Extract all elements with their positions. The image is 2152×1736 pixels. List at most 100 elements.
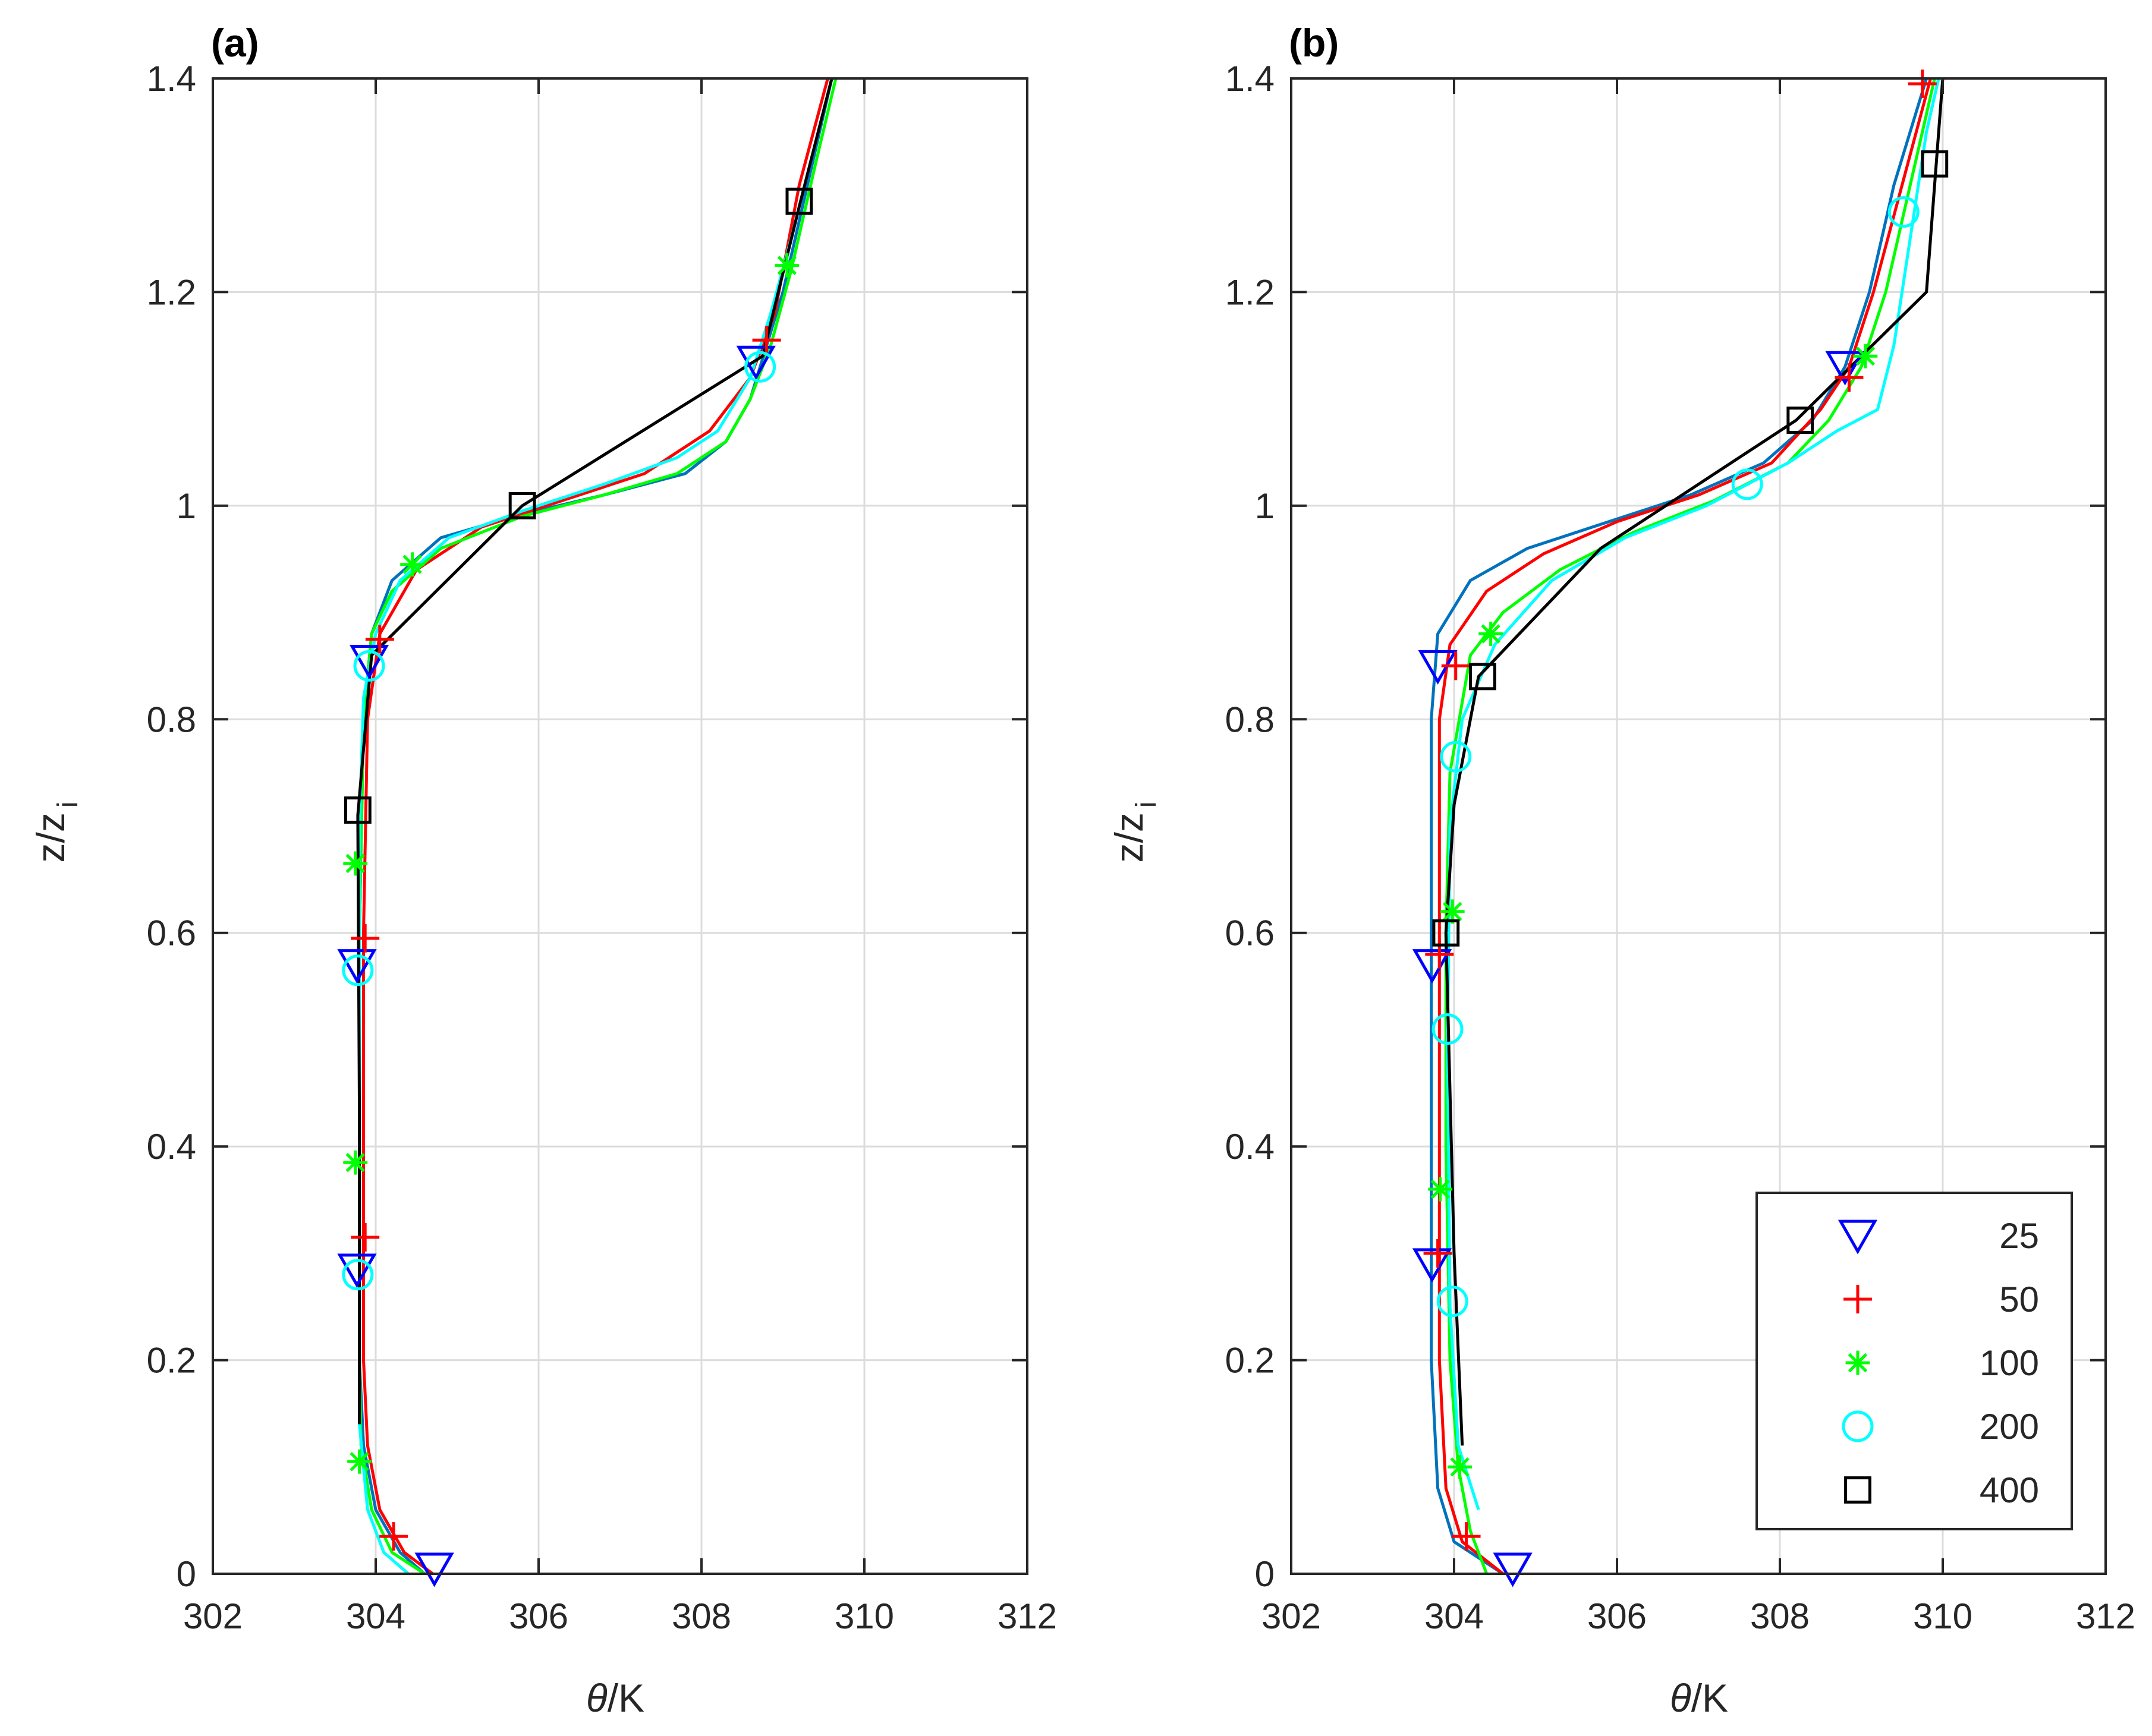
panel-a-y-tick-label: 0 [177, 1554, 196, 1594]
panel-b-series-200-marker [1431, 1013, 1464, 1045]
panel-a-series-50-marker [351, 1223, 380, 1252]
panel-a-y-tick-label: 0.6 [147, 913, 196, 953]
panel-b-series-100-marker [1428, 1177, 1453, 1202]
panel-a-x-axis-unit: /K [608, 1676, 644, 1720]
panel-a: 302 304 306 308 310 312 0 0.2 0.4 0.6 0.8 1 1.2 1.4 (… [29, 21, 1057, 1720]
panel-b-x-tick-label: 310 [1913, 1596, 1972, 1636]
panel-a-series-100-marker [775, 253, 800, 278]
panel-b-series-25-marker [1412, 1248, 1452, 1283]
panel-b-y-tick-label: 0.8 [1225, 700, 1275, 739]
panel-b-series-400-line [1444, 78, 1945, 1446]
panel-b-x-tick-label: 306 [1587, 1596, 1647, 1636]
panel-a-series-100-marker [347, 1449, 372, 1474]
panel-b-series-25-marker [1825, 351, 1865, 386]
panel-b-y-tick-label: 0 [1255, 1554, 1275, 1594]
panel-b-series-200-marker [1731, 468, 1763, 500]
panel-a-ticks: 302 304 306 308 310 312 0 0.2 0.4 0.6 0.8 1 1.2 1.4 [147, 59, 1057, 1636]
panel-a-series-100-marker [400, 552, 425, 577]
panel-b-x-axis-unit: /K [1691, 1676, 1728, 1720]
panel-b-x-tick-label: 304 [1424, 1596, 1484, 1636]
panel-b-axes-frame [1290, 77, 2107, 1575]
legend-label-25: 25 [1999, 1216, 2039, 1256]
panel-b-y-tick-label: 0.6 [1225, 913, 1275, 953]
panel-a-label: (a) [211, 21, 259, 65]
panel-b-series-50-marker [1441, 651, 1470, 680]
panel-b-frame [1290, 77, 2107, 1575]
legend-marker-100 [1845, 1350, 1870, 1375]
panel-b-y-tick-label: 1.4 [1225, 59, 1275, 99]
panel-a-series-50-marker [365, 625, 394, 654]
legend-entries: 25 50 100 200 400 [1838, 1216, 2039, 1510]
panel-b-x-tick-label: 308 [1750, 1596, 1810, 1636]
panel-a-x-tick-label: 302 [183, 1596, 243, 1636]
panel-a-x-tick-label: 310 [835, 1596, 894, 1636]
panel-a-series-50-marker [351, 924, 380, 953]
panel-b-series-400-marker [1786, 407, 1814, 434]
panel-a-x-tick-label: 304 [346, 1596, 405, 1636]
panel-a-axes-frame [212, 77, 1028, 1575]
panel-a-series [337, 78, 838, 1587]
panel-b-y-tick-label: 0.2 [1225, 1341, 1275, 1381]
panel-b-series-200-marker [1436, 1286, 1468, 1318]
panel-a-y-tick-label: 1.2 [147, 272, 196, 312]
legend: 25 50 100 200 400 [1755, 1192, 2073, 1530]
panel-b-series-50-line [1437, 78, 1932, 1575]
legend-entry-25: 25 [1838, 1216, 2039, 1256]
panel-a-x-tick-label: 312 [998, 1596, 1057, 1636]
panel-b-series-200-line [1446, 78, 1940, 1510]
legend-entry-100: 100 [1845, 1343, 2039, 1383]
legend-label-400: 400 [1980, 1470, 2039, 1510]
panel-a-series-100-marker [343, 1150, 368, 1175]
panel-b-y-axis-main: z/z [1107, 812, 1151, 862]
panel-b-series-100-marker [1478, 622, 1503, 646]
panel-b-series-50-marker [1835, 363, 1864, 392]
panel-a-series-100-marker [343, 851, 368, 876]
panel-a-y-tick-label: 0.4 [147, 1127, 196, 1167]
panel-b-x-axis-label: θ/K [1670, 1676, 1728, 1720]
panel-b-series-200-marker [1440, 741, 1472, 773]
panel-a-series-25-marker [337, 1253, 377, 1288]
panel-b-series-400-marker [1921, 150, 1949, 178]
panel-b-series-25-line [1430, 78, 1928, 1576]
legend-entry-200: 200 [1842, 1407, 2039, 1447]
panel-a-series-400-line [356, 78, 833, 1425]
legend-entry-400: 400 [1844, 1470, 2039, 1510]
legend-label-100: 100 [1980, 1343, 2039, 1383]
panel-a-series-25-marker [349, 644, 389, 679]
panel-a-y-tick-label: 1 [177, 486, 196, 526]
panel-a-y-tick-label: 0.2 [147, 1341, 196, 1381]
panel-b-series-100-marker [1853, 344, 1878, 368]
panel-a-series-200-marker [744, 351, 776, 383]
panel-b-y-tick-label: 1.2 [1225, 272, 1275, 312]
panel-b-x-tick-label: 312 [2076, 1596, 2135, 1636]
panel-a-series-400-marker [508, 492, 536, 519]
panel-b-label: (b) [1289, 21, 1339, 65]
panel-a-series-25-marker [414, 1552, 454, 1587]
panel-b-y-tick-label: 1 [1255, 486, 1275, 526]
panel-a-grid [212, 77, 1028, 1575]
legend-label-50: 50 [1999, 1280, 2039, 1319]
panel-b-series-400-marker [1469, 663, 1496, 691]
panel-a-series-400-marker [785, 187, 813, 215]
panel-a-series-50-marker [752, 326, 781, 355]
panel-a-series-200-marker [353, 650, 385, 682]
panel-a-y-tick-label: 1.4 [147, 59, 196, 99]
legend-marker-400 [1844, 1476, 1871, 1504]
panel-b-y-axis-label: z/z i [1107, 801, 1162, 862]
legend-marker-200 [1842, 1410, 1874, 1442]
panel-b-series-100-marker [1448, 1454, 1472, 1479]
panel-a-x-tick-label: 308 [672, 1596, 731, 1636]
panel-a-series-50-marker [379, 1522, 408, 1551]
panel-a-series-200-marker [342, 1259, 374, 1291]
panel-b-series-50-marker [1908, 69, 1937, 98]
panel-b-series-25-marker [1493, 1552, 1533, 1587]
panel-a-x-axis-symbol: θ [586, 1676, 608, 1720]
legend-marker-50 [1843, 1285, 1872, 1313]
legend-box [1755, 1192, 2073, 1530]
panel-b-series [1412, 69, 1949, 1587]
panel-b-y-axis-sub: i [1131, 801, 1162, 808]
panel-a-x-tick-label: 306 [509, 1596, 568, 1636]
legend-marker-25 [1838, 1220, 1878, 1255]
